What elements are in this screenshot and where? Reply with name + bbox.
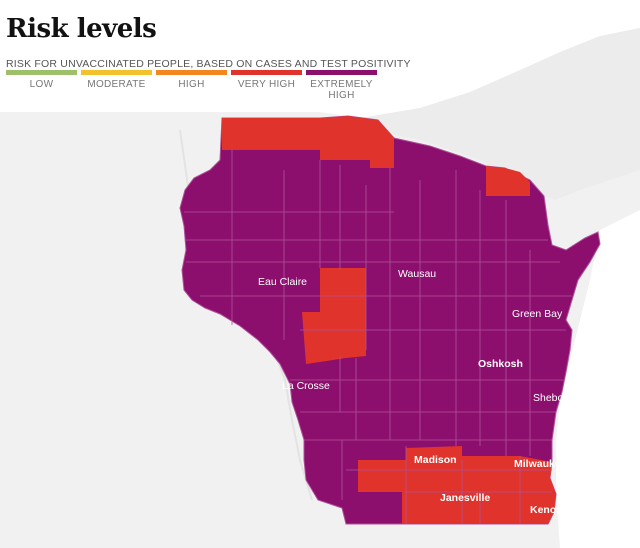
legend-label-very-high: VERY HIGH xyxy=(237,79,296,90)
legend-item-moderate: MODERATE xyxy=(81,70,152,101)
city-label-la-crosse: La Crosse xyxy=(282,380,330,392)
county-very-high-south xyxy=(358,446,556,524)
legend-label-moderate: MODERATE xyxy=(87,79,146,90)
legend-item-extremely-high: EXTREMELY HIGH xyxy=(306,70,377,101)
legend-item-very-high: VERY HIGH xyxy=(231,70,302,101)
county-lines xyxy=(184,150,572,524)
county-very-high-clark xyxy=(320,268,366,334)
legend-caption: RISK FOR UNVACCINATED PEOPLE, BASED ON C… xyxy=(6,58,411,70)
county-very-high-ashland xyxy=(320,116,394,168)
city-label-madison: Madison xyxy=(414,454,457,466)
lake-michigan xyxy=(556,210,640,548)
city-label-milwaukee: Milwaukee xyxy=(514,458,567,470)
legend-item-high: HIGH xyxy=(156,70,227,101)
county-very-high-florence xyxy=(486,166,530,196)
legend-swatch-low xyxy=(6,70,77,75)
page-title: Risk levels xyxy=(6,14,157,44)
legend-label-low: LOW xyxy=(29,79,54,90)
legend-swatch-moderate xyxy=(81,70,152,75)
county-very-high-bayfield xyxy=(222,118,320,150)
city-label-janesville: Janesville xyxy=(440,492,491,504)
legend-swatch-very-high xyxy=(231,70,302,75)
legend-swatch-high xyxy=(156,70,227,75)
county-very-high-jackson xyxy=(302,312,366,364)
legend-label-high: HIGH xyxy=(178,79,205,90)
city-label-wausau: Wausau xyxy=(398,268,437,280)
city-label-eau-claire: Eau Claire xyxy=(258,276,308,288)
upper-peninsula xyxy=(360,28,640,200)
city-label-kenosha: Kenosha xyxy=(530,504,575,516)
city-label-green-bay: Green Bay xyxy=(512,308,563,320)
city-label-sheboygan: Sheboygan xyxy=(533,392,587,404)
legend-swatch-extremely-high xyxy=(306,70,377,75)
risk-legend: LOW MODERATE HIGH VERY HIGH EXTREMELY HI… xyxy=(6,70,377,101)
legend-label-extremely-high: EXTREMELY HIGH xyxy=(310,79,373,101)
city-label-oshkosh: Oshkosh xyxy=(478,358,523,370)
legend-item-low: LOW xyxy=(6,70,77,101)
